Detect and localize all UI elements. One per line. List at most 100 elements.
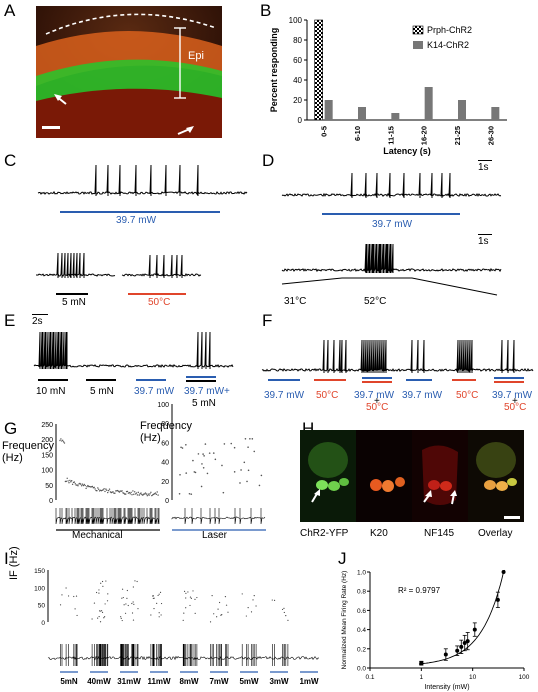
i-point: [157, 594, 159, 597]
micrograph-k20: [356, 430, 412, 522]
i-point: [121, 588, 124, 590]
e-scale-2s: 2s: [32, 314, 48, 327]
g-right-point: [214, 458, 217, 461]
j-fit-curve: [418, 569, 506, 665]
b-xtick-label: 21-25: [453, 126, 462, 145]
d-temp-peak: 52°C: [364, 296, 387, 307]
b-bar-k14: [391, 113, 400, 120]
i-point: [133, 603, 135, 605]
g-laser-frequency: 0 20 40 60 80 100: [157, 402, 266, 531]
g-left-point: [81, 483, 84, 485]
g-laser-label: Laser: [202, 530, 228, 541]
j-point: [462, 641, 467, 646]
g-left-point: [133, 493, 135, 496]
b-xtick-label: 0-5: [320, 126, 329, 137]
g-right-point: [180, 446, 182, 449]
b-xtick-label: 6-10: [353, 126, 362, 141]
i-point: [194, 598, 196, 600]
f-label-3-heat: 50°C: [366, 402, 389, 413]
g-left-point: [67, 480, 69, 482]
b-bar-k14: [358, 107, 366, 120]
f-label-3: 39.7 mW: [354, 390, 395, 401]
g-left-point: [157, 494, 159, 496]
panel-label-c: C: [4, 151, 17, 170]
i-point: [273, 599, 276, 602]
f-label-6: 39.7 mW: [492, 390, 533, 401]
g-left-tick: 200: [41, 437, 53, 444]
e-label-laser-plus: 39.7 mW+: [184, 386, 230, 397]
b-bar-k14: [491, 107, 500, 120]
i-point: [183, 612, 185, 614]
i-point: [287, 619, 289, 621]
h-label-chr2-yfp: ChR2-YFP: [300, 528, 349, 539]
g-left-point: [143, 493, 146, 495]
intensity-response-chart: 0.0 0.2 0.4 0.6 0.8 1.0 0.1 1 10 100 R² = 0.9797 In…: [341, 569, 530, 692]
g-left-point: [142, 494, 144, 496]
g-left-point: [74, 483, 76, 485]
j-xtick-label: 1: [420, 674, 424, 681]
g-right-tick: 20: [161, 479, 169, 486]
g-left-point: [134, 491, 136, 493]
b-bar-prph: [314, 19, 323, 121]
b-bar-k14: [424, 87, 433, 120]
g-right-point: [253, 450, 256, 453]
g-left-point: [134, 493, 137, 495]
g-left-point: [136, 494, 139, 496]
g-left-point: [91, 485, 94, 488]
e-label-5mn: 5 mN: [90, 386, 114, 397]
i-intensity-plot: 0 50 100 150 5mN 40mW 31mW 11mW 8mW 7mW 5mW 3mW 1mW: [34, 568, 320, 686]
panel-label-i: I: [4, 549, 9, 568]
g-left-point: [107, 491, 109, 494]
g-left-tick: 100: [41, 468, 53, 475]
i-point: [152, 595, 154, 597]
i-point: [218, 601, 221, 604]
j-ytick-label: 1.0: [357, 570, 366, 577]
i-point: [187, 591, 189, 593]
g-right-point: [239, 482, 241, 484]
panel-label-a: A: [4, 1, 16, 20]
i-point: [213, 613, 215, 615]
j-xtick-label: 100: [519, 674, 530, 681]
g-mechanical-label: Mechanical: [72, 530, 123, 541]
i-point: [158, 593, 160, 595]
panel-label-f: F: [262, 311, 273, 330]
f-label-2: 50°C: [316, 390, 339, 401]
i-point: [106, 600, 109, 602]
g-right-point: [178, 492, 181, 495]
i-point: [250, 611, 253, 613]
g-right-point: [202, 453, 204, 455]
i-point: [121, 619, 123, 622]
j-ytick-label: 0.4: [357, 627, 366, 634]
i-point: [245, 615, 247, 617]
i-point: [220, 614, 222, 616]
micrograph-a: [36, 6, 222, 138]
i-point: [127, 604, 129, 607]
i-intensity-label: 8mW: [179, 677, 199, 686]
i-intensity-label: 1mW: [299, 677, 319, 686]
i-point: [124, 612, 127, 614]
i-intensity-label: 3mW: [269, 677, 289, 686]
g-left-point: [154, 492, 157, 494]
panel-label-b: B: [260, 1, 272, 20]
g-right-tick: 0: [165, 498, 169, 505]
g-left-tick: 250: [41, 422, 53, 429]
i-point: [160, 602, 163, 605]
i-point: [75, 595, 78, 597]
micrograph-chr2-yfp: [300, 430, 356, 522]
g-left-point: [148, 494, 150, 496]
i-point: [134, 580, 136, 582]
i-point: [132, 619, 135, 621]
i-point: [194, 612, 196, 614]
i-point: [105, 580, 107, 582]
i-point: [59, 604, 62, 606]
i-point: [120, 616, 122, 618]
c-heat-label: 50°C: [148, 297, 171, 308]
g-right-point: [243, 461, 246, 464]
g-right-point: [230, 442, 233, 445]
i-point: [255, 605, 257, 607]
i-point: [192, 590, 194, 592]
g-right-point: [212, 452, 215, 454]
e-label-5mn-b: 5 mN: [192, 398, 216, 409]
b-ylabel: Percent responding: [269, 28, 279, 113]
i-point: [107, 593, 109, 595]
